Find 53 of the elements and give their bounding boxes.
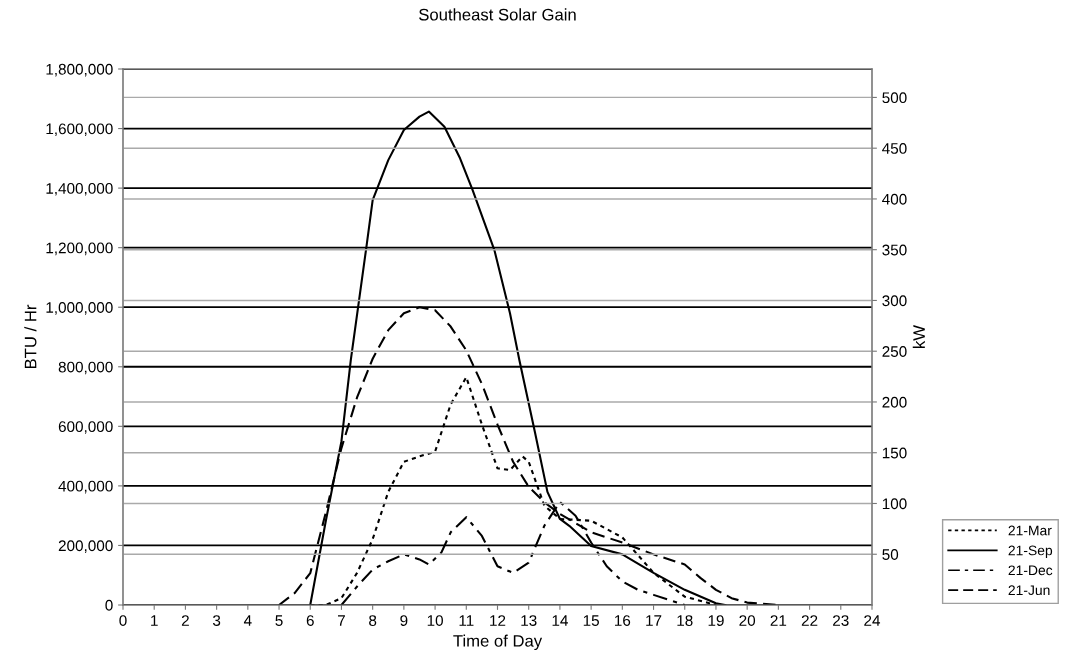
x-tick-label: 8 [369,615,377,626]
y2-tick-label: 200 [882,396,907,408]
legend-label: 21-Jun [1008,585,1050,596]
y-tick-label: 800,000 [58,361,113,375]
x-tick-label: 10 [427,615,443,626]
y-tick-label: 1,800,000 [46,63,113,77]
y2-tick-label: 350 [882,244,907,256]
y-tick-label: 1,600,000 [46,123,113,137]
y2-tick-label: 150 [882,447,907,459]
x-tick-label: 12 [490,615,506,626]
x-tick-label: 0 [119,615,127,626]
y2-axis-title: kW [912,325,925,348]
x-tick-label: 24 [864,615,881,626]
y-tick-label: 1,400,000 [46,182,113,196]
y-tick-label: 200,000 [58,540,113,553]
x-tick-label: 17 [646,615,662,626]
x-tick-label: 22 [801,615,818,626]
x-tick-label: 18 [677,615,693,626]
y-axis-title: BTU / Hr [24,304,37,369]
y2-tick-label: 250 [882,346,907,357]
x-tick-label: 2 [181,615,189,626]
x-tick-label: 21 [770,615,787,626]
x-tick-label: 16 [615,615,631,626]
legend-label: 21-Dec [1008,565,1053,576]
y2-tick-label: 500 [882,92,907,104]
y-tick-label: 600,000 [58,421,113,434]
x-tick-label: 11 [459,615,474,626]
legend-label: 21-Mar [1008,525,1052,536]
chart-title: Southeast Solar Gain [419,8,576,21]
y-tick-label: 400,000 [58,480,113,494]
x-tick-label: 13 [521,615,537,626]
y2-tick-label: 100 [882,498,907,510]
x-tick-label: 4 [243,615,252,626]
x-tick-label: 14 [552,615,568,626]
x-tick-label: 6 [306,615,314,626]
y2-tick-label: 50 [882,549,899,560]
x-tick-label: 1 [151,615,158,626]
y2-tick-label: 450 [882,143,907,154]
x-tick-label: 3 [212,615,221,626]
x-tick-label: 7 [337,615,345,626]
y2-tick-label: 300 [882,295,907,307]
y2-tick-label: 400 [882,193,907,205]
y-tick-label: 1,000,000 [46,302,113,315]
x-axis-title: Time of Day [453,634,543,651]
x-tick-label: 19 [708,615,724,626]
x-tick-label: 9 [400,615,408,626]
x-tick-label: 23 [833,615,849,626]
x-tick-label: 15 [583,615,599,626]
y-tick-label: 1,200,000 [46,242,113,256]
legend-label: 21-Sep [1008,545,1053,559]
y-tick-label: 0 [105,599,113,611]
x-tick-label: 20 [739,615,756,626]
x-tick-label: 5 [275,615,283,626]
